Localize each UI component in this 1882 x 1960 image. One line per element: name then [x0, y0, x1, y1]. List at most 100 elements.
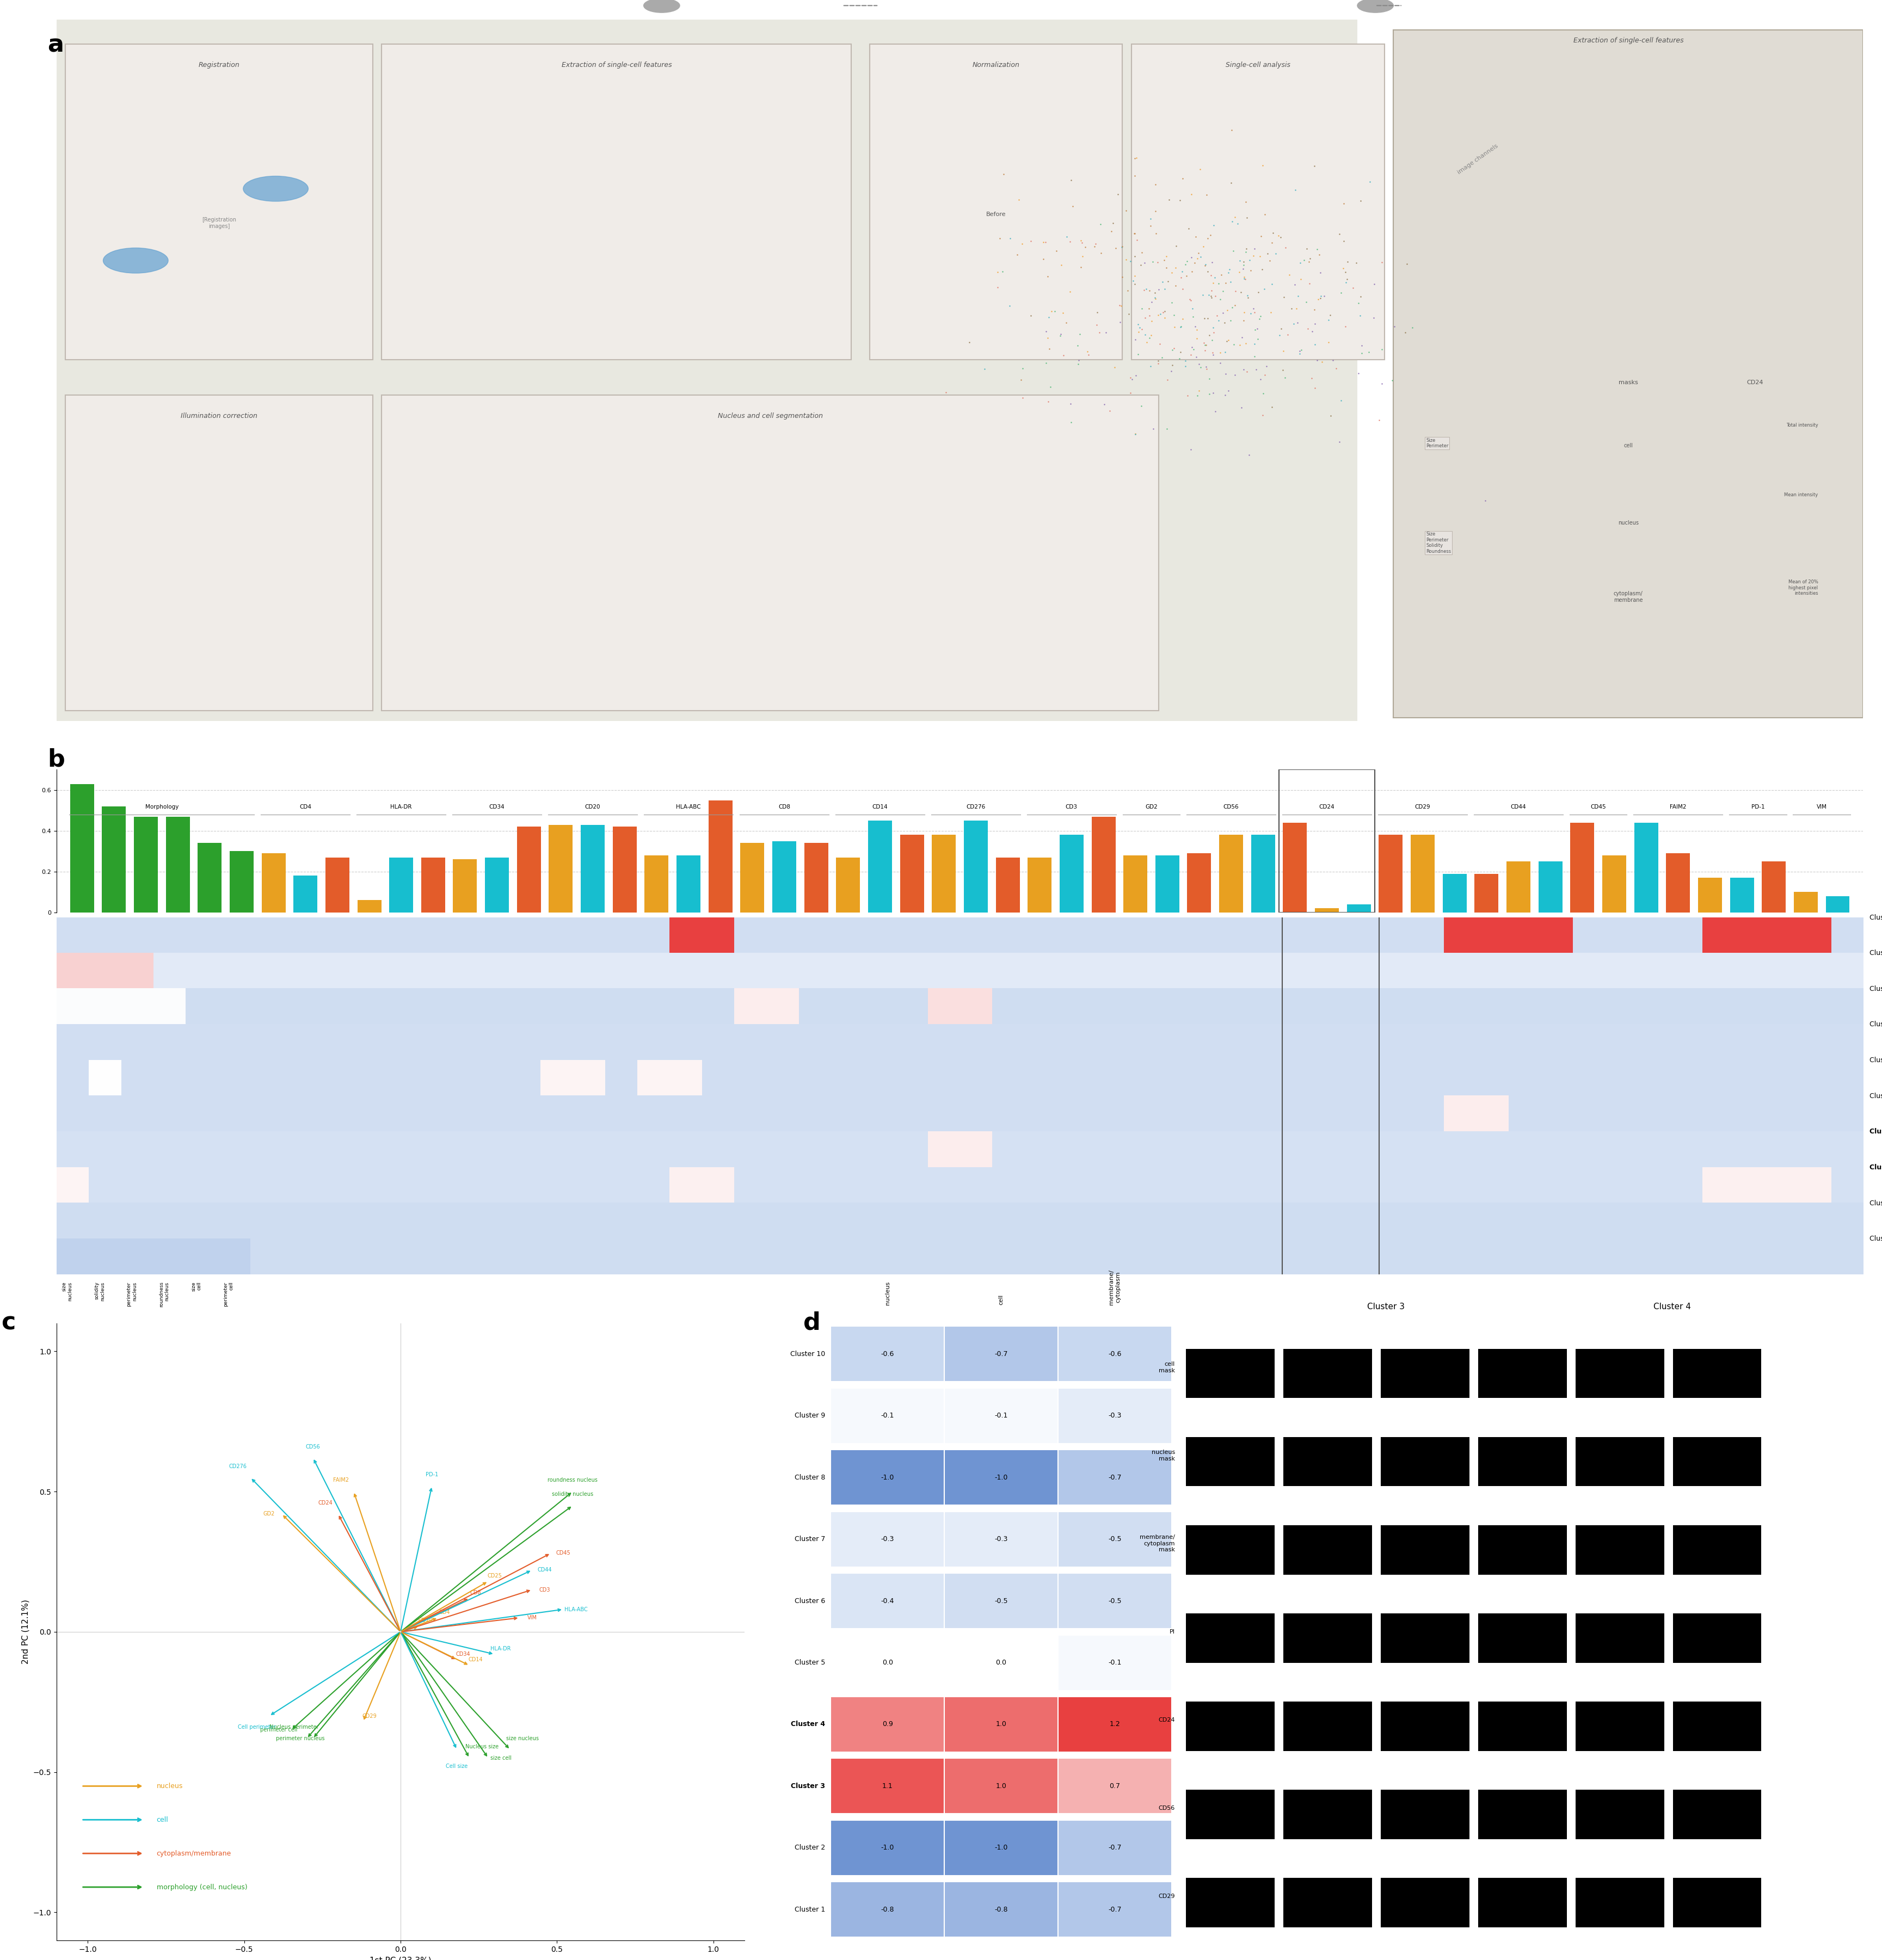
Bar — [996, 857, 1020, 913]
Point — [1195, 259, 1225, 290]
Point — [1124, 316, 1154, 347]
Point — [1221, 274, 1252, 306]
Bar — [294, 876, 318, 913]
Text: 0.0: 0.0 — [996, 1658, 1007, 1666]
Text: -1.0: -1.0 — [881, 1474, 894, 1482]
Point — [1073, 335, 1103, 367]
Point — [1378, 365, 1408, 396]
Point — [1150, 272, 1180, 304]
Bar — [1284, 1701, 1372, 1750]
Text: Cluster 9: Cluster 9 — [794, 1413, 824, 1419]
Point — [1056, 408, 1086, 439]
Point — [1056, 276, 1086, 308]
Point — [1216, 167, 1246, 198]
Point — [1231, 327, 1261, 359]
Point — [1116, 245, 1146, 276]
Bar — [1575, 1437, 1664, 1486]
Point — [1167, 163, 1197, 194]
Bar — [804, 843, 828, 913]
Text: -0.8: -0.8 — [881, 1905, 894, 1913]
Bar — [1570, 823, 1594, 913]
Point — [1366, 247, 1396, 278]
Point — [1188, 280, 1218, 312]
Bar — [1186, 1701, 1274, 1750]
Point — [1272, 319, 1302, 351]
Text: Cluster 10: Cluster 10 — [790, 1350, 824, 1358]
Text: -0.5: -0.5 — [1108, 1597, 1122, 1605]
FancyBboxPatch shape — [382, 45, 851, 361]
Point — [1231, 263, 1261, 294]
Point — [1302, 345, 1332, 376]
Bar — [1058, 1882, 1171, 1936]
Text: CD4: CD4 — [299, 804, 311, 809]
Point — [1276, 292, 1306, 323]
Point — [1220, 359, 1250, 390]
Text: Nucleus perimeter: Nucleus perimeter — [269, 1725, 318, 1731]
Point — [1220, 202, 1250, 233]
Point — [1291, 233, 1321, 265]
Point — [1210, 267, 1240, 298]
Point — [1135, 300, 1165, 331]
Point — [1225, 245, 1255, 276]
Point — [1063, 345, 1093, 376]
Text: cytoplasm/
membrane: cytoplasm/ membrane — [1613, 592, 1643, 604]
Point — [1182, 341, 1212, 372]
Point — [1120, 323, 1150, 355]
Point — [1056, 225, 1086, 257]
Text: nucleus
mask: nucleus mask — [1152, 1450, 1174, 1462]
Point — [1171, 249, 1201, 280]
Point — [1257, 269, 1287, 300]
Point — [1007, 382, 1037, 414]
Point — [1233, 357, 1263, 388]
Point — [982, 272, 1013, 304]
Point — [1366, 368, 1396, 400]
Bar — [1673, 1348, 1762, 1397]
Point — [1346, 280, 1376, 312]
Y-axis label: 2nd PC (12.1%): 2nd PC (12.1%) — [23, 1599, 30, 1664]
Bar — [1443, 874, 1466, 913]
Text: CD8: CD8 — [779, 804, 790, 809]
Text: CD14: CD14 — [469, 1656, 484, 1662]
Bar — [1124, 855, 1148, 913]
Bar — [1284, 1437, 1372, 1486]
Bar — [1673, 1613, 1762, 1662]
Point — [1103, 178, 1133, 210]
Point — [1125, 249, 1156, 280]
Text: Cell perimeter: Cell perimeter — [237, 1725, 275, 1731]
Point — [1302, 284, 1332, 316]
Point — [1157, 349, 1188, 380]
Point — [1257, 218, 1287, 249]
Text: CD34: CD34 — [455, 1652, 470, 1656]
Text: Cluster 5: Cluster 5 — [794, 1658, 824, 1666]
Text: CD8: CD8 — [470, 1590, 482, 1595]
Point — [1124, 308, 1154, 339]
Point — [1218, 206, 1248, 237]
Point — [1184, 349, 1214, 380]
Point — [1127, 314, 1157, 345]
Point — [932, 376, 962, 408]
Point — [1135, 210, 1165, 241]
Point — [1176, 433, 1206, 465]
Point — [1344, 288, 1374, 319]
Point — [1229, 296, 1259, 327]
Point — [1189, 302, 1220, 333]
Bar — [358, 900, 382, 913]
Text: GD2: GD2 — [1144, 804, 1157, 809]
Point — [1329, 253, 1359, 284]
Bar — [830, 1388, 945, 1445]
Bar — [1381, 1701, 1470, 1750]
Bar — [830, 1821, 945, 1876]
Point — [1220, 329, 1250, 361]
Text: perimeter
cell: perimeter cell — [224, 1282, 233, 1305]
Point — [1176, 284, 1206, 316]
Point — [1157, 257, 1188, 288]
Bar — [422, 857, 446, 913]
Point — [1129, 274, 1159, 306]
Point — [1204, 347, 1235, 378]
Point — [1302, 233, 1332, 265]
Point — [1255, 245, 1285, 276]
Text: CD3: CD3 — [1065, 804, 1078, 809]
Point — [1046, 249, 1077, 280]
Bar — [1381, 1789, 1470, 1838]
Point — [1191, 178, 1221, 210]
